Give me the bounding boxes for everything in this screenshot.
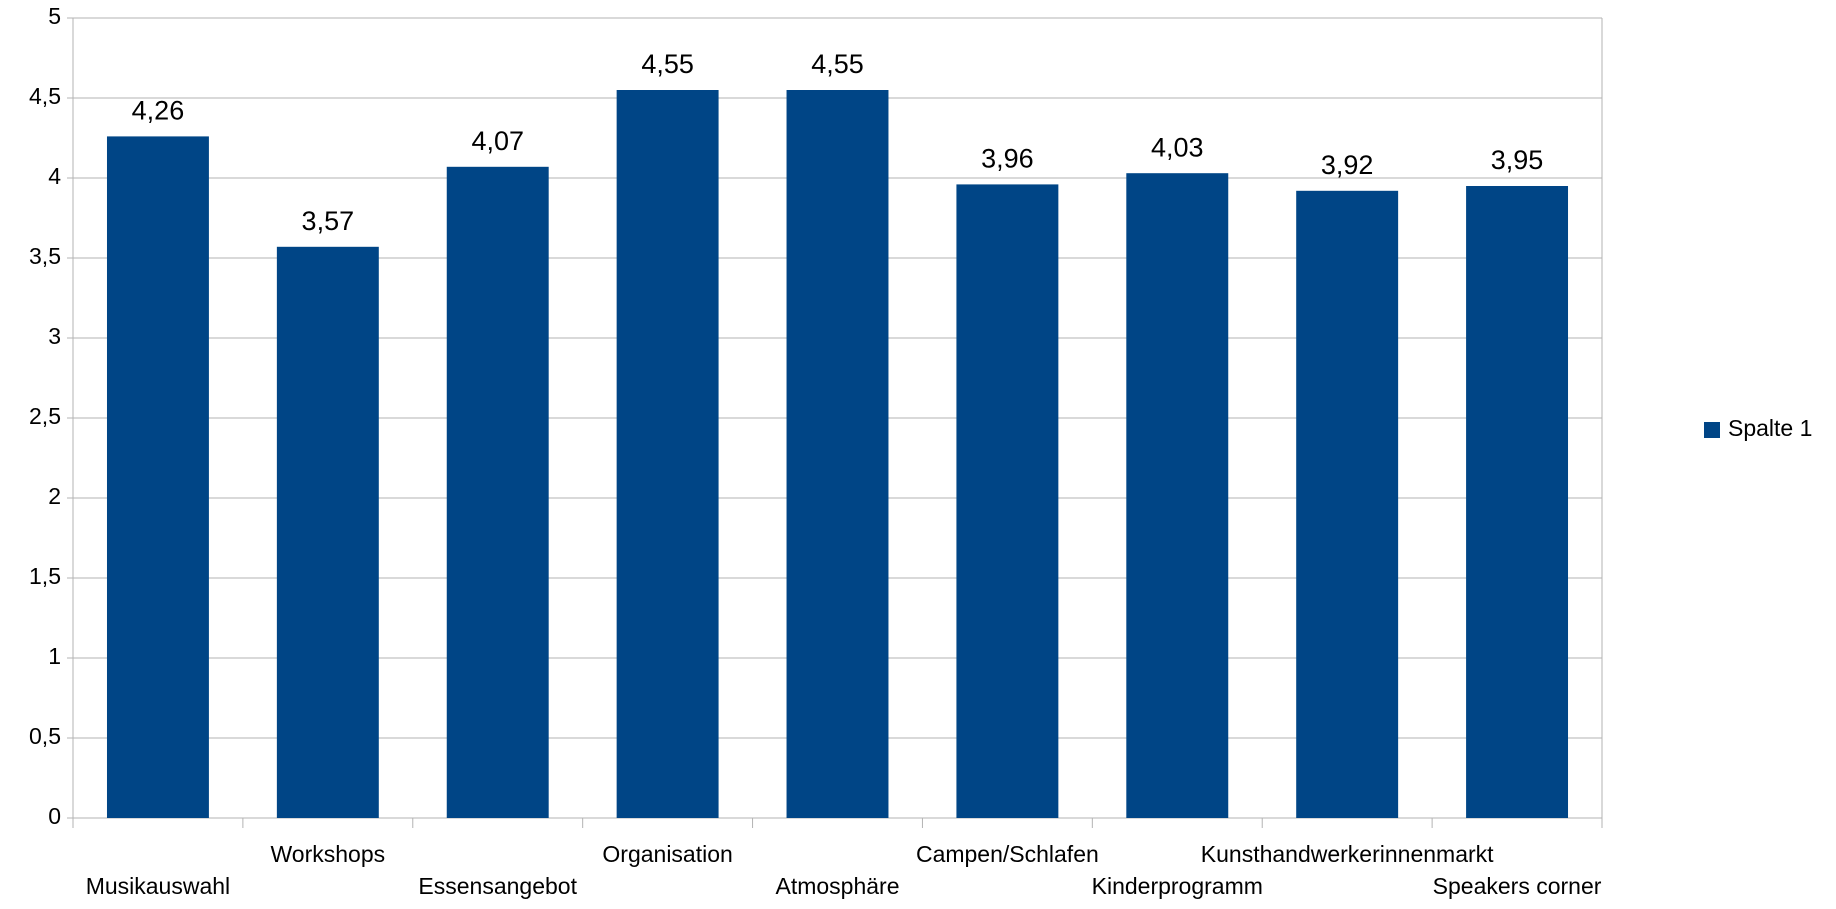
value-label: 4,55 [641, 49, 694, 79]
y-tick-label: 1 [48, 643, 61, 669]
x-tick-label: Kunsthandwerkerinnenmarkt [1201, 841, 1494, 867]
x-tick-label: Campen/Schlafen [916, 841, 1099, 867]
x-tick-label: Musikauswahl [86, 873, 230, 899]
y-tick-label: 3,5 [29, 243, 61, 269]
bar [276, 246, 379, 819]
bar [786, 90, 889, 818]
y-tick-label: 1,5 [29, 563, 61, 589]
value-label: 3,95 [1491, 145, 1544, 175]
x-tick-label: Organisation [602, 841, 732, 867]
value-label: 3,92 [1321, 150, 1374, 180]
value-label: 4,07 [471, 126, 524, 156]
bar [956, 184, 1059, 818]
value-label: 3,57 [302, 206, 355, 236]
y-tick-label: 0,5 [29, 723, 61, 749]
value-label: 4,26 [132, 96, 185, 126]
bar [446, 166, 549, 819]
legend-label: Spalte 1 [1728, 415, 1812, 441]
x-tick-label: Workshops [271, 841, 386, 867]
value-label: 4,55 [811, 49, 864, 79]
y-tick-label: 4 [48, 163, 61, 189]
x-tick-label: Kinderprogramm [1092, 873, 1263, 899]
value-label: 3,96 [981, 144, 1034, 174]
legend-swatch [1704, 422, 1720, 438]
y-tick-label: 2,5 [29, 403, 61, 429]
bar [1296, 190, 1399, 819]
y-tick-label: 4,5 [29, 83, 61, 109]
y-tick-label: 2 [48, 483, 61, 509]
y-tick-label: 3 [48, 323, 61, 349]
bar [616, 90, 719, 818]
bar [106, 136, 209, 818]
x-tick-label: Atmosphäre [775, 873, 899, 899]
bar [1466, 186, 1569, 818]
x-tick-label: Essensangebot [418, 873, 577, 899]
value-label: 4,03 [1151, 132, 1204, 162]
x-tick-label: Speakers corner [1433, 873, 1602, 899]
y-tick-label: 5 [48, 3, 61, 29]
y-tick-label: 0 [48, 803, 61, 829]
bar [1126, 173, 1229, 818]
